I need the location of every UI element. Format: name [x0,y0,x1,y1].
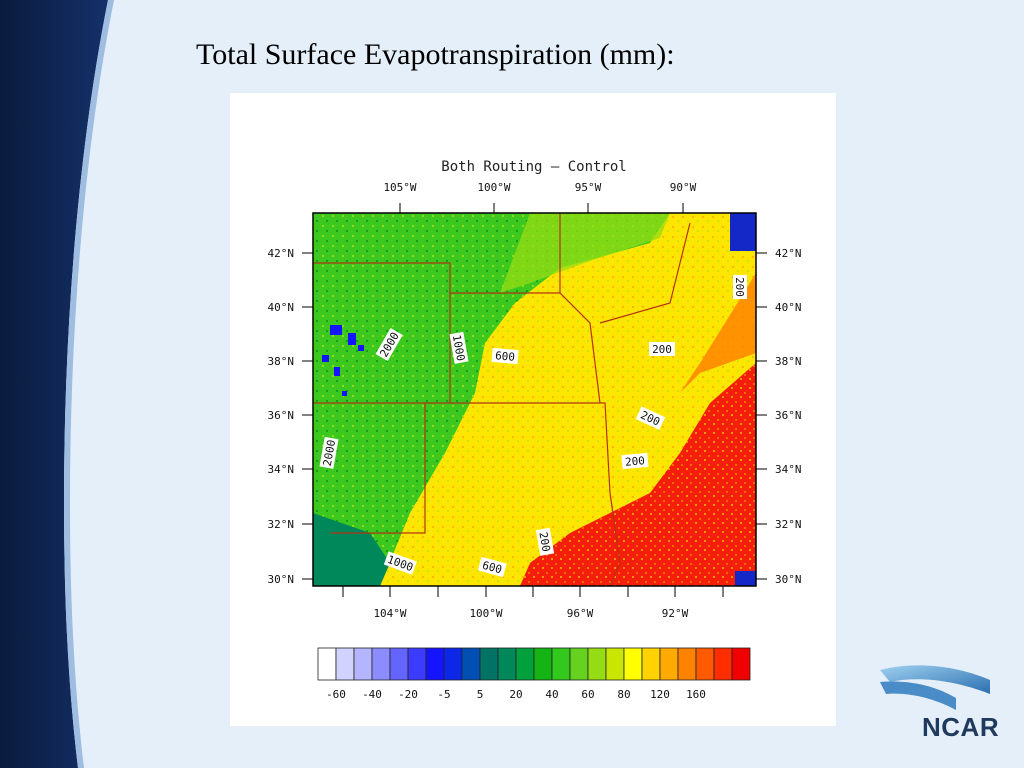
top-axis-label: 105°W [383,181,416,194]
colorbar-swatch [551,647,571,681]
colorbar-swatch [335,647,355,681]
ncar-logo [880,665,990,710]
evapotranspiration-map-figure: Both Routing – Control [268,159,802,701]
colorbar-swatch [713,647,733,681]
left-axis-label: 32°N [268,518,295,531]
colorbar-tick-label: 5 [477,688,484,701]
map-field [313,213,756,586]
ncar-logo-text: NCAR [922,712,1000,742]
field-red-east [520,363,756,586]
left-navy-swoosh [0,0,108,768]
colorbar-swatch [317,647,337,681]
colorbar-tick-label: -20 [398,688,418,701]
colorbar-swatch [353,647,373,681]
contour-label: 200 [733,277,746,297]
colorbar-swatch [425,647,445,681]
colorbar-tick-label: 160 [686,688,706,701]
colorbar-tick-label: 80 [617,688,630,701]
contour-label: 200 [536,531,552,553]
left-axis-label: 38°N [268,355,295,368]
bottom-axis-label: 104°W [373,607,406,620]
field-lightgreen-band [500,213,670,293]
colorbar-swatch [641,647,661,681]
colorbar-swatch [587,647,607,681]
right-axis-label: 38°N [775,355,802,368]
colorbar-swatch [443,647,463,681]
gulf-water [735,571,756,586]
contour-label: 200 [652,343,672,356]
right-axis-label: 42°N [775,247,802,260]
ncar-logo-swoosh-icon [880,681,956,710]
map-title: Both Routing – Control [441,159,626,175]
state-borders [313,213,691,586]
right-axis-label: 30°N [775,573,802,586]
contour-label: 600 [481,559,504,577]
colorbar-swatch [659,647,679,681]
colorbar-swatch [677,647,697,681]
left-axis-label: 40°N [268,301,295,314]
top-axis: 105°W 100°W 95°W 90°W [383,181,697,213]
contour-label: 600 [495,349,516,364]
colorbar-swatch [623,647,643,681]
map-frame [312,212,757,587]
colorbar-swatch [371,647,391,681]
colorbar-tick-label: -40 [362,688,382,701]
colorbar: -60 -40 -20 -5 5 20 40 60 80 120 160 [317,647,751,701]
contour-label: 200 [624,454,645,469]
contour-labels: 200 2000 1000 600 200 200 200 2000 200 1… [319,275,747,578]
top-axis-label: 100°W [477,181,510,194]
colorbar-swatch [695,647,715,681]
figure-panel: Both Routing – Control [230,93,836,726]
right-axis-label: 36°N [775,409,802,422]
ncar-logo-swoosh-icon [880,665,990,694]
colorbar-swatch [533,647,553,681]
field-darkgreen-sw [313,513,390,586]
bottom-axis: 104°W 100°W 96°W 92°W [342,586,724,620]
colorbar-tick-label: 40 [545,688,558,701]
left-axis-label: 30°N [268,573,295,586]
colorbar-tick-label: -60 [326,688,346,701]
right-axis: 42°N 40°N 38°N 36°N 34°N 32°N 30°N [756,247,802,586]
colorbar-tick-label: 120 [650,688,670,701]
bottom-axis-label: 100°W [469,607,502,620]
bottom-axis-label: 96°W [567,607,594,620]
left-light-stripe [64,0,114,768]
colorbar-swatch [461,647,481,681]
contour-label: 1000 [450,334,467,362]
left-axis: 42°N 40°N 38°N 36°N 34°N 32°N 30°N [268,247,313,586]
blue-speckles-rockies [322,325,364,396]
colorbar-tick-label: -5 [437,688,450,701]
colorbar-tick-label: 20 [509,688,522,701]
right-axis-label: 32°N [775,518,802,531]
colorbar-tick-label: 60 [581,688,594,701]
right-axis-label: 40°N [775,301,802,314]
colorbar-swatch [605,647,625,681]
colorbar-swatch [569,647,589,681]
colorbar-swatch [389,647,409,681]
bottom-axis-label: 92°W [662,607,689,620]
field-orange-east [680,273,756,393]
left-axis-label: 42°N [268,247,295,260]
slide-title: Total Surface Evapotranspiration (mm): [196,38,675,71]
contour-label: 2000 [321,439,338,467]
colorbar-swatch [731,647,751,681]
colorbar-swatch [479,647,499,681]
top-axis-label: 90°W [670,181,697,194]
lake-michigan [730,213,756,251]
left-axis-label: 36°N [268,409,295,422]
colorbar-swatch [515,647,535,681]
top-axis-label: 95°W [575,181,602,194]
field-green-west [313,213,670,586]
left-axis-label: 34°N [268,463,295,476]
colorbar-swatch [407,647,427,681]
colorbar-swatch [497,647,517,681]
right-axis-label: 34°N [775,463,802,476]
